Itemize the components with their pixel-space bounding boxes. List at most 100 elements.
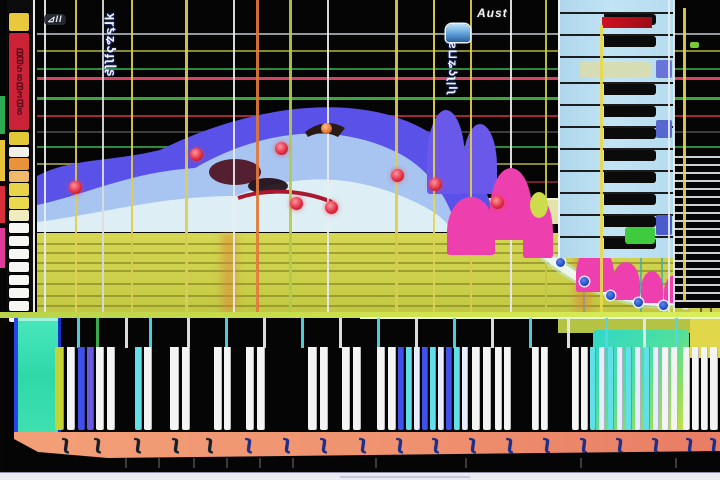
piano-key[interactable] [495, 347, 502, 430]
red-control-point[interactable] [429, 178, 442, 191]
piano-key[interactable] [446, 347, 452, 430]
piano-key[interactable] [422, 347, 428, 430]
piano-key[interactable] [617, 347, 623, 430]
red-control-point[interactable] [275, 142, 288, 155]
piano-key[interactable] [710, 347, 718, 430]
track-cell[interactable]: ᗷᗺ58ᗷ3ᗺ8 [9, 33, 29, 130]
purple-bump[interactable] [463, 124, 497, 194]
piano-key[interactable] [472, 347, 480, 430]
blue-curve-point[interactable] [580, 277, 589, 286]
piano-key[interactable] [683, 347, 690, 430]
red-control-point[interactable] [325, 201, 338, 214]
piano-key[interactable] [635, 347, 641, 430]
track-cell[interactable] [9, 223, 29, 233]
black-key[interactable] [604, 106, 656, 117]
track-cell[interactable] [9, 288, 29, 298]
piano-key[interactable] [430, 347, 436, 430]
highlighted-red-key[interactable] [602, 17, 652, 28]
piano-key[interactable] [214, 347, 222, 430]
large-teal-key[interactable] [14, 318, 61, 432]
red-control-point[interactable] [491, 196, 504, 209]
track-cell[interactable] [9, 132, 29, 145]
highlighted-pale-key[interactable] [580, 62, 652, 78]
piano-key[interactable] [398, 347, 404, 430]
pink-note-bump[interactable] [612, 262, 640, 300]
piano-key[interactable] [406, 347, 412, 430]
black-key[interactable] [604, 172, 656, 183]
track-cell[interactable] [9, 236, 29, 246]
piano-key[interactable] [353, 347, 361, 430]
track-cell[interactable] [9, 275, 29, 285]
track-cell[interactable] [9, 249, 29, 259]
blue-curve-point[interactable] [556, 258, 565, 267]
piano-key[interactable] [541, 347, 548, 430]
piano-key[interactable] [135, 347, 142, 430]
piano-key[interactable] [454, 347, 460, 430]
piano-key[interactable] [170, 347, 179, 430]
piano-key[interactable] [532, 347, 539, 430]
piano-key[interactable] [257, 347, 265, 430]
blue-knob-icon[interactable] [446, 24, 470, 42]
black-key[interactable] [604, 36, 656, 47]
piano-key[interactable] [483, 347, 491, 430]
piano-key[interactable] [377, 347, 385, 430]
piano-key[interactable] [308, 347, 317, 430]
black-key[interactable] [604, 216, 656, 227]
piano-key[interactable] [626, 347, 632, 430]
green-note-block[interactable] [625, 227, 655, 244]
blue-curve-point[interactable] [606, 291, 615, 300]
red-control-point[interactable] [69, 181, 82, 194]
red-control-point[interactable] [391, 169, 404, 182]
piano-key[interactable] [388, 347, 396, 430]
piano-key[interactable] [671, 347, 678, 430]
black-key[interactable] [604, 194, 656, 205]
piano-key[interactable] [590, 347, 596, 430]
piano-key[interactable] [320, 347, 328, 430]
track-cell[interactable] [9, 301, 29, 311]
piano-key[interactable] [414, 347, 420, 430]
blue-curve-point[interactable] [634, 298, 643, 307]
piano-key[interactable] [599, 347, 605, 430]
track-cell[interactable] [9, 13, 29, 31]
horizontal-scrollbar[interactable] [0, 472, 720, 480]
piano-key[interactable] [78, 347, 85, 430]
piano-key[interactable] [644, 347, 650, 430]
black-key[interactable] [604, 128, 656, 139]
piano-key[interactable] [662, 347, 669, 430]
piano-key[interactable] [107, 347, 115, 430]
piano-key[interactable] [504, 347, 511, 430]
track-cell[interactable] [9, 158, 29, 170]
piano-key[interactable] [572, 347, 579, 430]
piano-key[interactable] [224, 347, 231, 430]
black-key[interactable] [604, 84, 656, 95]
piano-key[interactable] [608, 347, 614, 430]
red-control-point[interactable] [290, 197, 303, 210]
piano-key[interactable] [438, 347, 444, 430]
piano-key[interactable] [462, 347, 468, 430]
piano-key[interactable] [701, 347, 708, 430]
piano-key[interactable] [246, 347, 254, 430]
piano-key[interactable] [182, 347, 190, 430]
piano-key[interactable] [653, 347, 659, 430]
track-cell[interactable] [9, 147, 29, 157]
piano-key[interactable] [342, 347, 350, 430]
piano-key[interactable] [692, 347, 699, 430]
vertical-piano-keyboard[interactable] [558, 0, 674, 258]
piano-key[interactable] [55, 347, 64, 430]
track-cell[interactable] [9, 183, 29, 196]
track-cell[interactable] [9, 210, 29, 221]
piano-key[interactable] [96, 347, 104, 430]
piano-key[interactable] [87, 347, 94, 430]
black-key[interactable] [604, 150, 656, 161]
blue-curve-point[interactable] [659, 301, 668, 310]
red-control-point[interactable] [190, 148, 203, 161]
track-cell[interactable] [9, 197, 29, 209]
orange-control-point[interactable] [321, 123, 332, 134]
piano-key[interactable] [581, 347, 588, 430]
track-cell[interactable] [9, 171, 29, 182]
track-cell[interactable] [9, 262, 29, 272]
piano-key[interactable] [67, 347, 75, 430]
piano-key[interactable] [144, 347, 152, 430]
pink-note-bump[interactable] [641, 271, 663, 303]
